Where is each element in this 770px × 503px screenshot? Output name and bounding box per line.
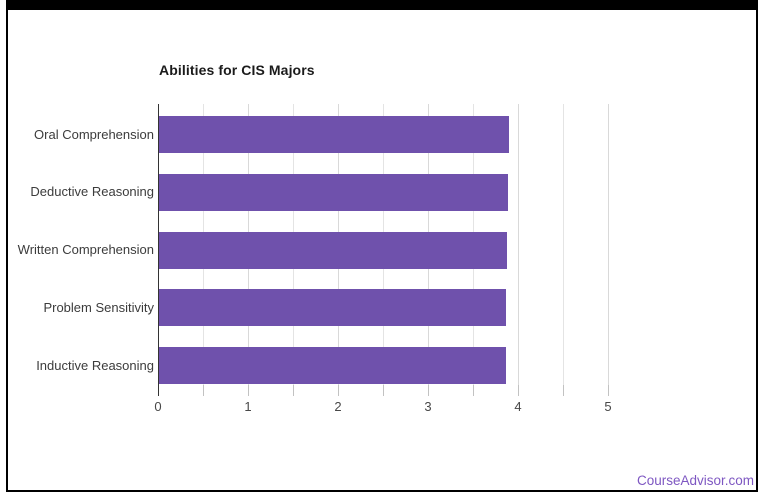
category-label: Inductive Reasoning xyxy=(36,358,154,373)
axis-tick xyxy=(473,385,474,396)
axis-tick xyxy=(338,385,339,396)
bar-problem-sensitivity xyxy=(159,289,506,326)
axis-tick xyxy=(428,385,429,396)
plot-area xyxy=(158,104,618,396)
category-label: Deductive Reasoning xyxy=(30,184,154,199)
y-axis-line xyxy=(158,104,159,396)
axis-tick xyxy=(203,385,204,396)
x-tick-label: 3 xyxy=(424,399,432,414)
x-tick-label: 2 xyxy=(334,399,342,414)
gridline xyxy=(518,104,519,385)
x-tick-label: 1 xyxy=(244,399,252,414)
bar-oral-comprehension xyxy=(159,116,509,153)
gridline xyxy=(563,104,564,385)
bar-inductive-reasoning xyxy=(159,347,506,384)
axis-tick xyxy=(293,385,294,396)
chart-frame: Abilities for CIS Majors Oral Comprehens… xyxy=(6,0,758,492)
x-tick-label: 0 xyxy=(154,399,162,414)
axis-tick xyxy=(383,385,384,396)
category-label: Problem Sensitivity xyxy=(43,300,154,315)
x-tick-label: 5 xyxy=(604,399,612,414)
bar-written-comprehension xyxy=(159,232,507,269)
courseadvisor-link[interactable]: CourseAdvisor.com xyxy=(636,473,754,488)
bar-deductive-reasoning xyxy=(159,174,508,211)
gridline xyxy=(608,104,609,385)
category-label: Oral Comprehension xyxy=(34,127,154,142)
axis-tick xyxy=(563,385,564,396)
chart-title: Abilities for CIS Majors xyxy=(159,62,315,78)
category-label: Written Comprehension xyxy=(17,242,154,257)
axis-tick xyxy=(608,385,609,396)
axis-tick xyxy=(248,385,249,396)
value-axis: 0 1 2 3 4 5 xyxy=(154,399,618,417)
axis-tick xyxy=(518,385,519,396)
x-tick-label: 4 xyxy=(514,399,522,414)
category-axis: Oral Comprehension Deductive Reasoning Wri… xyxy=(8,104,154,385)
